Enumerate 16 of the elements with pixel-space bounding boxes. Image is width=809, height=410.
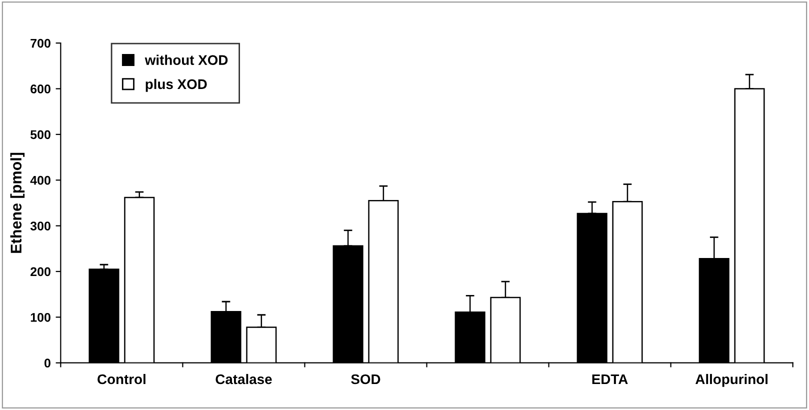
y-tick-label: 500: [30, 130, 50, 140]
x-tick-label: SOD: [351, 374, 380, 384]
y-tick-label: 600: [30, 84, 50, 94]
y-tick-label: 400: [30, 176, 50, 185]
y-tick-label: 300: [30, 222, 50, 230]
x-tick-label: EDTA: [592, 374, 628, 384]
x-tick-label: Allopurinol: [696, 374, 768, 387]
y-tick-label: 100: [30, 312, 50, 322]
x-tick-label: Catalase: [216, 374, 272, 384]
y-tick-label: 700: [30, 38, 50, 48]
y-axis-title: Ethene [pmol]: [10, 152, 25, 253]
x-tick-label: Control: [98, 374, 146, 384]
y-tick-label: 0: [44, 358, 50, 368]
y-tick-label: 200: [30, 267, 50, 276]
legend-label: plus XOD: [146, 78, 207, 92]
legend-label: without XOD: [144, 54, 228, 65]
